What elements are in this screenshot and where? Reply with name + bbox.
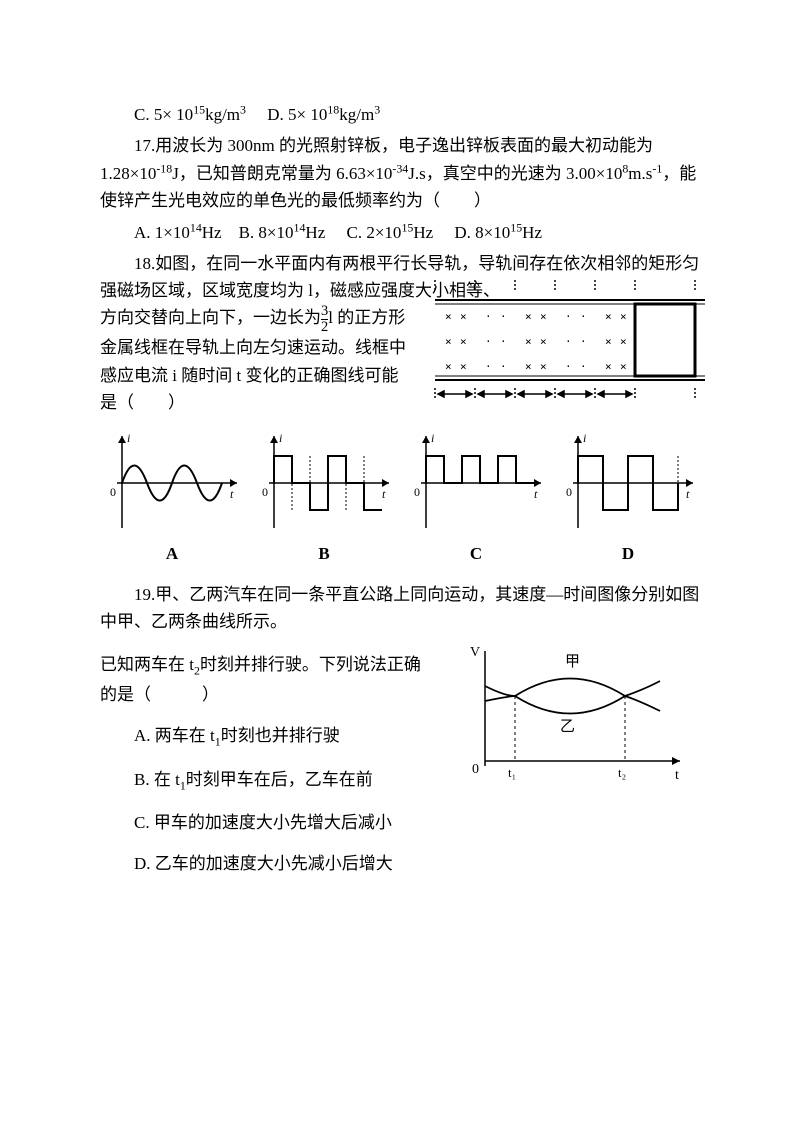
- svg-text:×: ×: [540, 335, 547, 348]
- svg-text:·: ·: [565, 335, 572, 348]
- q18-figure: × × × × × × · · · · · · × × × × × × · · · · · · × × ×…: [430, 270, 710, 410]
- svg-text:i: i: [127, 431, 130, 445]
- q17-text: 用波长为 300nm 的光照射锌板，电子逸出锌板表面的最大初动能为 1.28×1…: [100, 136, 696, 210]
- svg-text:0: 0: [472, 762, 479, 777]
- svg-text:·: ·: [580, 310, 587, 323]
- svg-text:0: 0: [566, 485, 572, 499]
- q16-opt-d: D. 5× 1018kg/m3: [267, 105, 380, 124]
- svg-text:×: ×: [540, 310, 547, 323]
- q19-opt-c: C. 甲车的加速度大小先增大后减小: [100, 809, 700, 836]
- svg-text:0: 0: [262, 485, 268, 499]
- svg-text:·: ·: [565, 360, 572, 373]
- q19: 19.甲、乙两汽车在同一条平直公路上同向运动，其速度—时间图像分别如图中甲、乙两…: [100, 581, 700, 877]
- q17-opt-d: D. 8×1015Hz: [454, 223, 542, 242]
- svg-text:i: i: [583, 431, 586, 445]
- svg-text:×: ×: [525, 335, 532, 348]
- svg-text:×: ×: [605, 335, 612, 348]
- svg-text:·: ·: [500, 335, 507, 348]
- q17-opt-b: B. 8×1014Hz: [239, 223, 326, 242]
- q17-label: 17.: [134, 136, 155, 155]
- svg-text:t: t: [534, 487, 538, 501]
- svg-text:i: i: [431, 431, 434, 445]
- q16-opt-c: C. 5× 1015kg/m3: [134, 105, 246, 124]
- q19-text-1: 19.甲、乙两汽车在同一条平直公路上同向运动，其速度—时间图像分别如图中甲、乙两…: [100, 581, 700, 635]
- q18-options: i t 0 A i t 0: [100, 428, 700, 567]
- q19-opt-d: D. 乙车的加速度大小先减小后增大: [100, 850, 700, 877]
- svg-text:×: ×: [460, 335, 467, 348]
- svg-text:×: ×: [620, 335, 627, 348]
- svg-text:·: ·: [500, 310, 507, 323]
- svg-text:i: i: [279, 431, 282, 445]
- svg-text:×: ×: [620, 310, 627, 323]
- svg-text:V: V: [470, 645, 480, 660]
- q17: 17.用波长为 300nm 的光照射锌板，电子逸出锌板表面的最大初动能为 1.2…: [100, 132, 700, 214]
- svg-text:×: ×: [620, 360, 627, 373]
- q17-opt-c: C. 2×1015Hz: [347, 223, 434, 242]
- svg-text:×: ×: [445, 360, 452, 373]
- svg-text:·: ·: [485, 335, 492, 348]
- svg-text:0: 0: [110, 485, 116, 499]
- svg-text:×: ×: [525, 310, 532, 323]
- page: C. 5× 1015kg/m3 D. 5× 1018kg/m3 17.用波长为 …: [0, 0, 800, 1132]
- svg-text:·: ·: [565, 310, 572, 323]
- svg-text:×: ×: [605, 360, 612, 373]
- q18-opt-b: i t 0 B: [252, 428, 396, 567]
- q18: 18.如图，在同一水平面内有两根平行长导轨，导轨间存在依次相邻的矩形匀强磁场区域…: [100, 250, 700, 416]
- svg-text:·: ·: [485, 310, 492, 323]
- svg-text:·: ·: [580, 360, 587, 373]
- svg-text:·: ·: [500, 360, 507, 373]
- q18-text-2: 方向交替向上向下，一边长为32l 的正方形金属线框在导轨上向左匀速运动。线框中感…: [100, 304, 412, 416]
- q19-text-2: 已知两车在 t2时刻并排行驶。下列说法正确的是（ ）: [100, 651, 436, 708]
- svg-text:×: ×: [460, 360, 467, 373]
- svg-text:×: ×: [540, 360, 547, 373]
- q17-opt-a: A. 1×1014Hz: [134, 223, 222, 242]
- svg-text:乙: 乙: [560, 719, 575, 735]
- q19-label: 19.: [134, 585, 155, 604]
- svg-text:t: t: [686, 487, 690, 501]
- svg-text:×: ×: [460, 310, 467, 323]
- svg-text:·: ·: [580, 335, 587, 348]
- svg-text:t: t: [675, 768, 679, 783]
- svg-text:甲: 甲: [565, 654, 580, 670]
- svg-text:×: ×: [605, 310, 612, 323]
- q18-label: 18.: [134, 254, 155, 273]
- svg-text:×: ×: [445, 310, 452, 323]
- q16-options-cd: C. 5× 1015kg/m3 D. 5× 1018kg/m3: [100, 100, 700, 128]
- svg-text:t₁: t₁: [508, 765, 516, 780]
- q19-figure: V t 0 t₁ t₂ 甲 乙: [460, 641, 690, 791]
- q18-opt-c: i t 0 C: [404, 428, 548, 567]
- q18-opt-a: i t 0 A: [100, 428, 244, 567]
- q17-options: A. 1×1014Hz B. 8×1014Hz C. 2×1015Hz D. 8…: [100, 218, 700, 246]
- svg-text:t: t: [230, 487, 234, 501]
- svg-text:0: 0: [414, 485, 420, 499]
- svg-text:·: ·: [485, 360, 492, 373]
- svg-text:×: ×: [525, 360, 532, 373]
- svg-text:×: ×: [445, 335, 452, 348]
- svg-text:t₂: t₂: [618, 765, 626, 780]
- svg-text:t: t: [382, 487, 386, 501]
- q18-opt-d: i t 0 D: [556, 428, 700, 567]
